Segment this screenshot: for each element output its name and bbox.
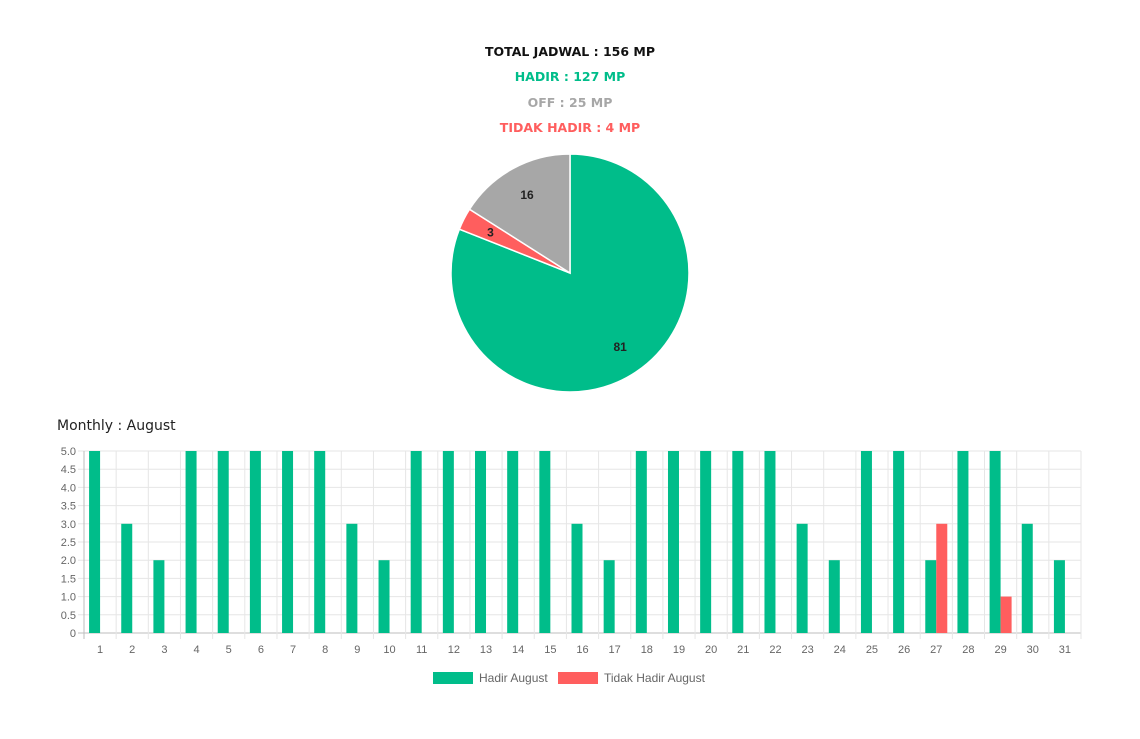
y-tick-label: 4.5 (61, 464, 76, 476)
summary-total: TOTAL JADWAL : 156 MP (484, 44, 655, 59)
bar-hadir-day-28[interactable] (957, 451, 969, 633)
bar-hadir-day-3[interactable] (153, 560, 165, 633)
bar-hadir-day-16[interactable] (571, 523, 583, 633)
x-tick-label: 5 (226, 644, 232, 656)
y-tick-label: 1.0 (61, 592, 76, 604)
pie-data-label-off: 16 (520, 188, 534, 202)
x-tick-label: 27 (930, 644, 942, 656)
bar-hadir-day-14[interactable] (507, 451, 519, 633)
x-tick-label: 7 (290, 644, 296, 656)
bar-hadir-day-12[interactable] (442, 451, 454, 633)
x-tick-label: 2 (129, 644, 135, 656)
bar-hadir-day-19[interactable] (667, 451, 679, 633)
x-tick-label: 19 (673, 644, 685, 656)
y-tick-label: 0 (70, 628, 76, 640)
bar-hadir-day-10[interactable] (378, 560, 390, 633)
bar-hadir-day-20[interactable] (700, 451, 712, 633)
bar-hadir-day-15[interactable] (539, 451, 551, 633)
bar-hadir-day-18[interactable] (635, 451, 647, 633)
x-tick-label: 18 (641, 644, 653, 656)
x-tick-label: 11 (416, 644, 427, 656)
y-tick-label: 0.5 (61, 610, 76, 622)
bar-hadir-day-11[interactable] (410, 451, 422, 633)
x-tick-label: 28 (962, 644, 974, 656)
bar-hadir-day-1[interactable] (89, 451, 101, 633)
x-tick-label: 3 (161, 644, 167, 656)
y-tick-label: 4.0 (61, 482, 76, 494)
bar-hadir-day-24[interactable] (828, 560, 840, 633)
x-tick-label: 4 (194, 644, 200, 656)
bar-tidak-hadir-day-29[interactable] (1000, 596, 1012, 633)
y-tick-label: 5.0 (61, 446, 76, 458)
pie-data-label-hadir: 81 (613, 340, 627, 354)
bar-hadir-day-21[interactable] (732, 451, 744, 633)
bar-hadir-day-9[interactable] (346, 523, 358, 633)
bar-hadir-day-27[interactable] (925, 560, 937, 633)
legend-label-tidak-hadir: Tidak Hadir August (604, 671, 705, 685)
legend-item-tidak-hadir[interactable]: Tidak Hadir August (558, 671, 705, 685)
bar-tidak-hadir-day-27[interactable] (936, 523, 948, 633)
summary-off: OFF : 25 MP (527, 95, 613, 110)
x-tick-label: 12 (448, 644, 460, 656)
x-tick-label: 30 (1027, 644, 1039, 656)
x-tick-label: 15 (544, 644, 556, 656)
x-tick-label: 25 (866, 644, 878, 656)
bar-hadir-day-29[interactable] (989, 451, 1001, 633)
bar-hadir-day-30[interactable] (1021, 523, 1033, 633)
x-tick-label: 24 (834, 644, 846, 656)
x-tick-label: 23 (802, 644, 814, 656)
bar-hadir-day-2[interactable] (121, 523, 133, 633)
x-tick-label: 6 (258, 644, 264, 656)
x-tick-label: 31 (1059, 644, 1071, 656)
bar-hadir-day-22[interactable] (764, 451, 776, 633)
x-tick-label: 10 (383, 644, 395, 656)
bar-hadir-day-23[interactable] (796, 523, 808, 633)
legend-swatch-hadir (433, 672, 473, 684)
y-tick-label: 1.5 (61, 573, 76, 585)
summary-hadir: HADIR : 127 MP (514, 69, 626, 84)
pie-slice-hadir[interactable] (450, 153, 690, 393)
bar-chart-title: Monthly : August (57, 418, 176, 434)
x-tick-label: 22 (769, 644, 781, 656)
legend-swatch-tidak-hadir (558, 672, 598, 684)
x-tick-label: 17 (609, 644, 621, 656)
pie-chart: 81 3 16 (450, 153, 690, 393)
bar-hadir-day-25[interactable] (860, 451, 872, 633)
x-tick-label: 16 (576, 644, 588, 656)
bar-hadir-day-5[interactable] (217, 451, 229, 633)
x-tick-label: 14 (512, 644, 524, 656)
y-tick-label: 3.5 (61, 501, 76, 513)
pie-data-label-tidak-hadir: 3 (487, 225, 494, 239)
x-tick-label: 26 (898, 644, 910, 656)
summary-tidak-hadir: TIDAK HADIR : 4 MP (499, 120, 641, 135)
pie-slice-off[interactable] (468, 153, 571, 275)
legend-label-hadir: Hadir August (479, 671, 548, 685)
bar-hadir-day-4[interactable] (185, 451, 197, 633)
legend-item-hadir[interactable]: Hadir August (433, 671, 548, 685)
x-tick-label: 8 (322, 644, 328, 656)
bar-hadir-day-8[interactable] (314, 451, 326, 633)
x-tick-label: 9 (354, 644, 360, 656)
y-tick-label: 2.0 (61, 555, 76, 567)
bar-hadir-day-6[interactable] (249, 451, 261, 633)
y-tick-label: 2.5 (61, 537, 76, 549)
x-tick-label: 21 (737, 644, 749, 656)
y-tick-label: 3.0 (61, 519, 76, 531)
bar-hadir-day-31[interactable] (1053, 560, 1065, 633)
x-tick-label: 29 (994, 644, 1006, 656)
x-tick-label: 1 (97, 644, 103, 656)
x-tick-label: 20 (705, 644, 717, 656)
bar-hadir-day-26[interactable] (893, 451, 905, 633)
bar-hadir-day-7[interactable] (282, 451, 294, 633)
bar-hadir-day-13[interactable] (475, 451, 487, 633)
x-tick-label: 13 (480, 644, 492, 656)
bar-hadir-day-17[interactable] (603, 560, 615, 633)
